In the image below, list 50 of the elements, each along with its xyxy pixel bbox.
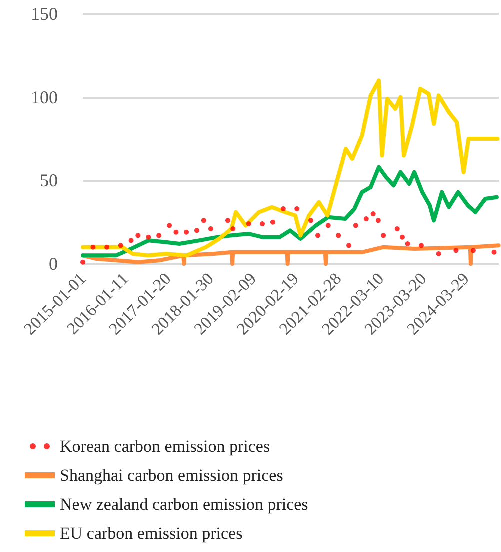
point bbox=[246, 222, 252, 226]
point bbox=[294, 206, 300, 212]
point bbox=[167, 223, 172, 228]
point bbox=[492, 250, 497, 255]
point bbox=[336, 233, 342, 238]
point bbox=[364, 216, 369, 222]
point bbox=[270, 220, 276, 225]
point bbox=[225, 218, 230, 224]
y-tick-label: 50 bbox=[40, 170, 58, 191]
point bbox=[80, 260, 86, 265]
point bbox=[346, 243, 352, 248]
point bbox=[400, 234, 405, 240]
point bbox=[208, 226, 214, 232]
point bbox=[370, 212, 376, 216]
point bbox=[104, 244, 110, 250]
point bbox=[174, 230, 179, 235]
point bbox=[184, 230, 190, 235]
line-series bbox=[81, 244, 501, 266]
point bbox=[436, 252, 442, 256]
point bbox=[156, 233, 162, 238]
point bbox=[470, 248, 476, 254]
point bbox=[381, 233, 386, 238]
y-tick-label: 150 bbox=[31, 4, 58, 24]
point bbox=[194, 228, 200, 234]
point bbox=[146, 234, 152, 240]
line-series bbox=[81, 78, 500, 258]
point bbox=[308, 218, 314, 224]
point bbox=[326, 223, 331, 228]
point bbox=[128, 238, 134, 244]
y-tick-label: 100 bbox=[31, 87, 58, 108]
point bbox=[230, 226, 236, 232]
point bbox=[405, 242, 410, 246]
point bbox=[136, 233, 141, 238]
line-series bbox=[81, 165, 499, 258]
point bbox=[118, 243, 124, 248]
point bbox=[280, 206, 286, 212]
point bbox=[316, 233, 321, 238]
point bbox=[201, 218, 206, 224]
legend-label: New zealand carbon emission prices bbox=[60, 495, 308, 514]
legend-label: EU carbon emission prices bbox=[60, 524, 243, 543]
point bbox=[90, 244, 96, 250]
y-tick-label: 0 bbox=[49, 254, 58, 274]
point bbox=[394, 226, 400, 232]
point bbox=[353, 223, 358, 228]
legend-label: Korean carbon emission prices bbox=[60, 437, 270, 456]
point bbox=[454, 248, 459, 254]
point bbox=[376, 218, 381, 224]
point bbox=[418, 243, 424, 248]
point bbox=[260, 222, 265, 226]
legend-label: Shanghai carbon emission prices bbox=[60, 466, 284, 485]
